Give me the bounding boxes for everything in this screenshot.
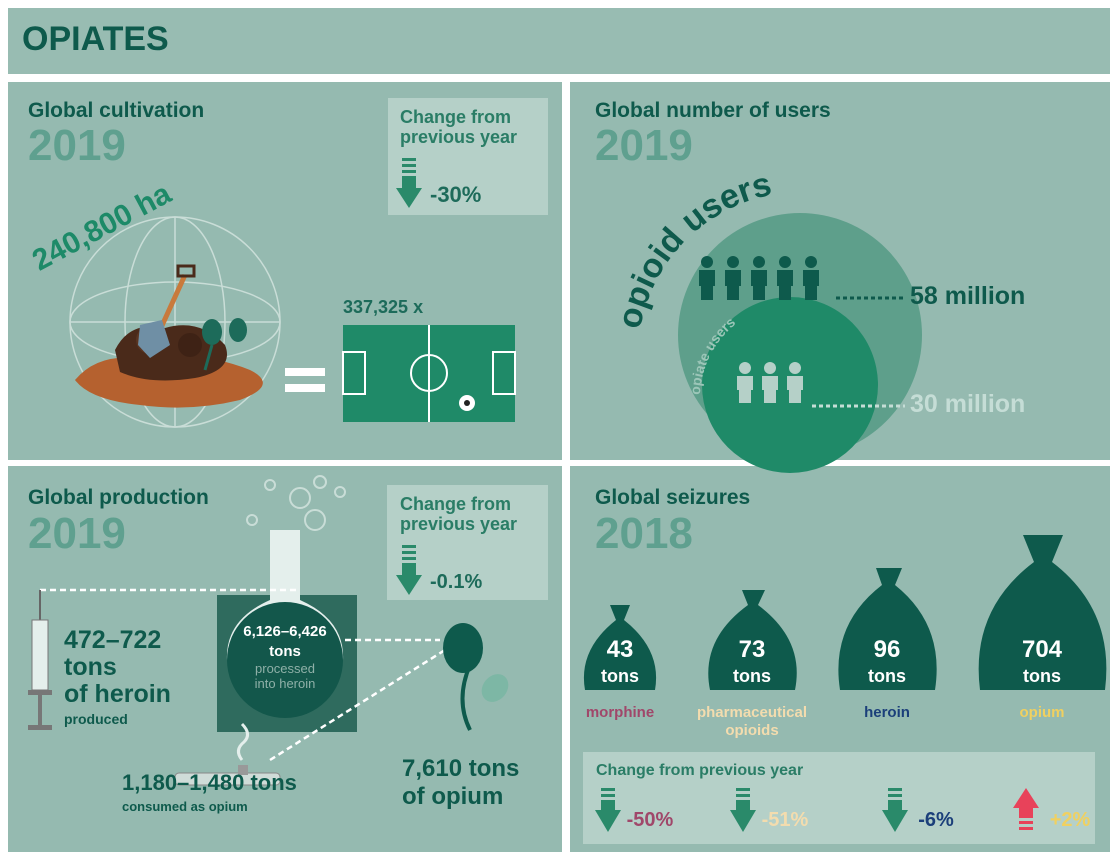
change-arrows [595, 788, 1039, 832]
panel-title: Global cultivation [28, 99, 205, 122]
seizure-unit: tons [1023, 666, 1061, 686]
year: 2019 [28, 121, 126, 170]
poppy [202, 318, 247, 371]
seizure-change: +2% [1049, 809, 1091, 831]
change-label: Change from [400, 107, 512, 127]
seizure-unit: tons [733, 666, 771, 686]
consumed-note: consumed as opium [122, 799, 248, 814]
opium-amount: 7,610 tons [402, 755, 520, 782]
panel-title: Global production [28, 486, 209, 509]
seizure-change: -51% [761, 809, 809, 831]
seizure-label: opioids [725, 722, 779, 739]
processed-amount: tons [269, 643, 301, 660]
shovel [138, 264, 196, 358]
seizure-label: heroin [864, 704, 910, 721]
change-label: Change from previous year [596, 762, 804, 779]
seizure-label: morphine [585, 704, 655, 721]
header-band [8, 8, 1110, 74]
opium-amount: of opium [402, 783, 504, 810]
processed-amount: 6,126–6,426 [243, 623, 327, 640]
change-label: previous year [400, 127, 518, 147]
year: 2019 [595, 121, 693, 170]
people-icons [737, 362, 803, 403]
panel-title: Global seizures [595, 486, 751, 509]
seizure-amount: 96 [873, 636, 901, 663]
change-label: Change from [400, 494, 512, 514]
seizure-unit: tons [601, 666, 639, 686]
heroin-amount: tons [64, 653, 117, 681]
bags [583, 535, 1107, 690]
leader-line [269, 648, 446, 762]
bubbles [246, 475, 346, 531]
processed-note: processed [255, 661, 315, 676]
football-field [342, 325, 516, 422]
change-value: -30% [430, 182, 482, 207]
consumed-amount: 1,180–1,480 tons [122, 770, 297, 795]
panel-title: Global number of users [595, 99, 831, 122]
change-value: -0.1% [430, 571, 483, 593]
seizure-amount: 43 [606, 636, 634, 663]
heroin-note: produced [64, 711, 128, 727]
seizure-amount: 704 [1021, 636, 1063, 663]
seizure-label: pharmaceutical [696, 704, 808, 721]
flask-bulb [227, 602, 343, 718]
people-icons [699, 256, 819, 300]
seizure-amount: 73 [738, 636, 766, 663]
down-arrow [396, 545, 422, 595]
seizure-label: opium [1019, 704, 1065, 721]
change-box [583, 752, 1095, 844]
seizure-change: -50% [626, 809, 674, 831]
change-label: previous year [400, 514, 518, 534]
heroin-amount: 472–722 [64, 626, 162, 654]
year: 2019 [28, 509, 126, 558]
page-title: OPIATES [22, 20, 169, 58]
year: 2018 [595, 509, 693, 558]
opiate-count: 30 million [910, 390, 1026, 418]
heroin-amount: of heroin [64, 680, 171, 708]
poppy-pod [443, 623, 509, 731]
fields: 337,325 x [343, 297, 424, 317]
seizure-unit: tons [868, 666, 906, 686]
seizure-change: -6% [918, 809, 954, 831]
processed-note: into heroin [254, 676, 316, 691]
syringe [28, 590, 52, 730]
pipe [174, 722, 281, 786]
equals-sign [285, 368, 325, 392]
opioid-count: 58 million [910, 282, 1026, 310]
down-arrow [396, 158, 422, 208]
